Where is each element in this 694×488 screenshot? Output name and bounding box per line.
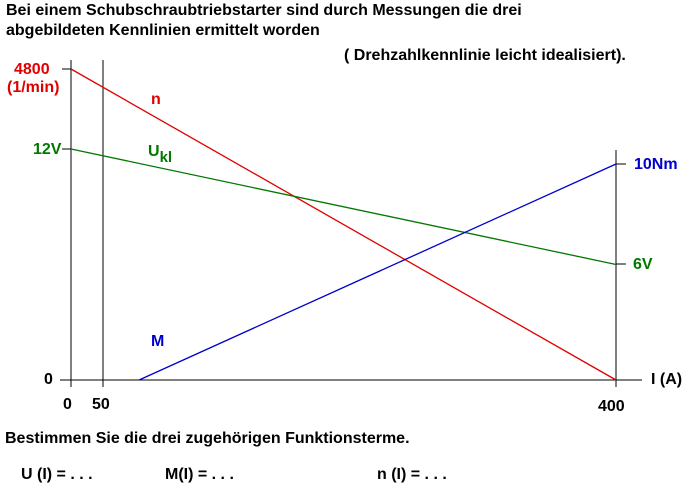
series-label-n: n bbox=[151, 91, 161, 108]
x-tick-label-400: 400 bbox=[598, 398, 625, 415]
u-axis-min-label: 6V bbox=[633, 256, 653, 273]
series-line-n bbox=[70, 68, 617, 381]
task-text: Bestimmen Sie die drei zugehörigen Funkt… bbox=[5, 430, 410, 447]
x-tick-label-50: 50 bbox=[92, 396, 110, 413]
u-axis-max-label: 12V bbox=[33, 141, 62, 158]
x-tick-label-0: 0 bbox=[63, 396, 72, 413]
zero-y-label: 0 bbox=[44, 371, 53, 388]
characteristic-curves-chart bbox=[60, 60, 642, 387]
series-label-u-sub: kl bbox=[159, 149, 173, 166]
answer-u: U (I) = . . . bbox=[21, 466, 93, 483]
intro-note: ( Drehzahlkennlinie leicht idealisiert). bbox=[344, 47, 626, 64]
answer-m: M(I) = . . . bbox=[165, 466, 234, 483]
series-line-u bbox=[70, 148, 617, 266]
intro-line-2: abgebildeten Kennlinien ermittelt worden bbox=[6, 22, 320, 39]
x-axis-label: I (A) bbox=[651, 371, 683, 388]
series-layer bbox=[70, 68, 617, 381]
series-label-u-main: U bbox=[148, 143, 160, 160]
series-label-u: Ukl bbox=[148, 143, 172, 166]
series-line-m bbox=[138, 163, 617, 381]
n-axis-max-label: 4800 bbox=[14, 61, 50, 78]
m-axis-max-label: 10Nm bbox=[634, 156, 678, 173]
n-axis-unit-label: (1/min) bbox=[7, 79, 60, 96]
intro-line-1: Bei einem Schubschraubtriebstarter sind … bbox=[6, 2, 522, 19]
series-label-m: M bbox=[151, 333, 165, 350]
answer-n: n (I) = . . . bbox=[377, 466, 447, 483]
